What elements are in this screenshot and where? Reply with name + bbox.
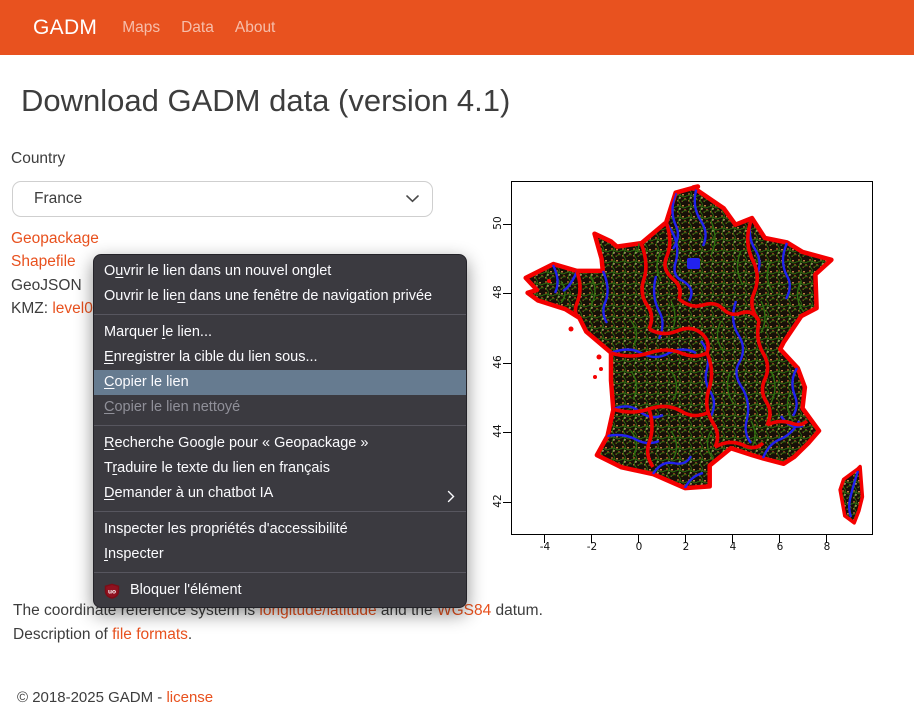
submenu-arrow-icon [447,487,455,512]
x-axis-label: 0 [635,541,643,553]
y-tick [503,224,511,226]
menu-separator [94,314,466,315]
x-tick [685,535,687,543]
menu-item-open-private-window[interactable]: Ouvrir le lien dans une fenêtre de navig… [104,288,433,304]
menu-item-copy-clean-link: Copier le lien nettoyé [104,399,241,415]
nav-link-maps[interactable]: Maps [122,18,161,36]
x-axis-label: 2 [682,541,690,553]
download-links: Geopackage Shapefile GeoJSON KMZ: level0 [11,227,99,321]
menu-item-open-new-tab[interactable]: Ouvrir le lien dans un nouvel onglet [104,263,332,279]
y-axis-label: 48 [492,285,504,299]
country-select-value: France [34,190,83,207]
chevron-down-icon [406,195,419,203]
page-title: Download GADM data (version 4.1) [21,83,511,118]
geojson-label: GeoJSON [11,276,82,294]
x-tick [732,535,734,543]
x-axis-label: 8 [823,541,831,553]
menu-item-inspect-accessibility[interactable]: Inspecter les propriétés d'accessibilité [104,521,348,537]
x-tick [826,535,828,543]
y-tick [503,293,511,295]
country-label: Country [11,150,66,167]
menu-item-save-link-as[interactable]: Enregistrer la cible du lien sous... [104,349,318,365]
menu-item-ask-chatbot[interactable]: Demander à un chatbot IA [94,481,466,506]
menu-item-bookmark-link[interactable]: Marquer le lien... [104,324,213,340]
y-tick [503,432,511,434]
menu-item-translate-link[interactable]: Traduire le texte du lien en français [104,460,330,476]
brand-gadm[interactable]: GADM [33,15,98,39]
country-select[interactable]: France [12,181,433,217]
y-tick [503,502,511,504]
link-license[interactable]: license [166,689,214,706]
menu-separator [94,425,466,426]
x-tick [544,535,546,543]
footer: © 2018-2025 GADM - license [17,689,213,706]
x-tick [591,535,593,543]
link-kmz-level0[interactable]: level0 [52,300,93,318]
ublock-origin-icon: uo [104,583,120,599]
france-map-plot [511,181,873,535]
menu-item-copy-link[interactable]: Copier le lien [94,370,466,395]
department-lines [551,186,860,518]
menu-separator [94,511,466,512]
link-file-formats[interactable]: file formats [112,626,188,643]
plot-frame [511,181,873,535]
nav-link-about[interactable]: About [234,18,276,36]
x-axis-label: 6 [776,541,784,553]
menu-item-ublock-block-element[interactable]: uo Bloquer l'élément [94,578,466,603]
region-borders [573,217,809,468]
x-axis-label: -2 [586,541,598,553]
navbar: GADM Maps Data About [0,0,914,55]
y-axis-label: 42 [492,494,504,508]
menu-separator [94,572,466,573]
y-tick [503,363,511,365]
menu-item-inspect[interactable]: Inspecter [104,546,164,562]
x-axis-label: 4 [729,541,737,553]
x-axis-label: -4 [539,541,551,553]
link-geopackage[interactable]: Geopackage [11,230,99,247]
paris-cluster [687,258,700,269]
france-map [511,181,873,535]
kmz-label: KMZ: [11,300,49,318]
link-shapefile[interactable]: Shapefile [11,253,76,271]
copyright-text: © 2018-2025 GADM - [17,689,167,706]
y-axis-label: 46 [492,355,504,369]
nav-link-data[interactable]: Data [181,18,214,36]
x-tick [779,535,781,543]
context-menu: Ouvrir le lien dans un nouvel onglet Ouv… [93,254,467,608]
island-dots [547,279,603,379]
y-axis-label: 50 [492,216,504,230]
svg-text:uo: uo [108,588,116,595]
y-axis-label: 44 [492,424,504,438]
menu-item-google-search[interactable]: Recherche Google pour « Geopackage » [104,435,369,451]
x-tick [638,535,640,543]
